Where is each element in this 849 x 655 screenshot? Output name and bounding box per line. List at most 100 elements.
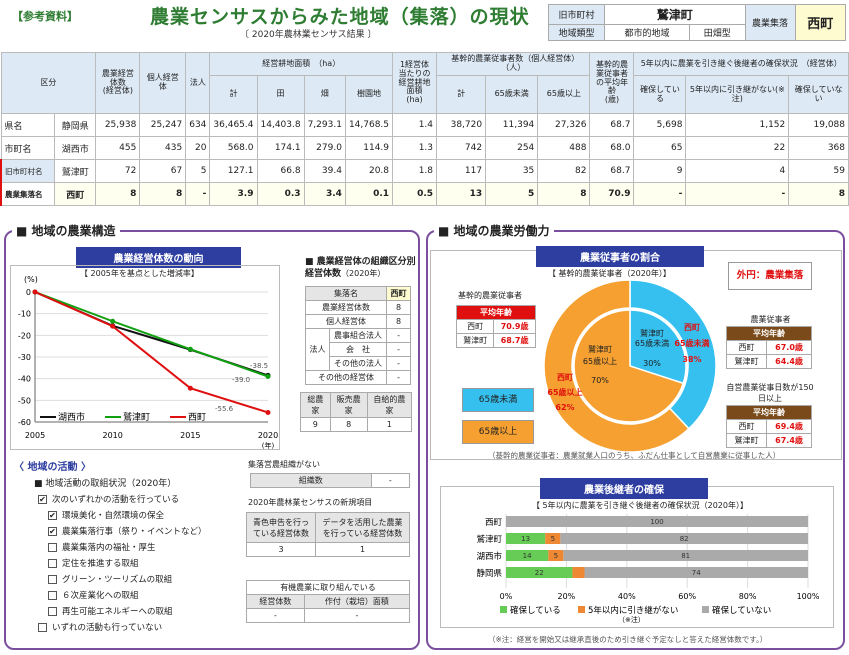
bar-value-label: 13 — [521, 535, 530, 543]
pie-label: 65歳以上 — [547, 387, 582, 397]
legend-label: 5年以内に引き継がない — [588, 605, 678, 616]
checkbox-icon[interactable]: ✔ — [48, 511, 57, 520]
x-unit-label: (年) — [262, 441, 275, 450]
ratio-note: （基幹的農業従事者：農業就業人口のうち、ふだん仕事として自営農業に従事した人） — [488, 451, 781, 460]
rt-title: 農業従事者 — [750, 315, 791, 324]
bar-value-label: 14 — [523, 552, 532, 560]
main-table-body: 県名 静岡県 25,938 25,247 634 36,465.4 14,403.8 7,29… — [0, 113, 849, 206]
pie-slice — [573, 309, 685, 423]
legend-swatch — [500, 606, 507, 613]
y-tick-label: -60 — [18, 418, 31, 427]
bar-segment — [545, 533, 561, 544]
data-label: -55.6 — [215, 405, 234, 413]
pie-label: 65歳以上 — [583, 356, 617, 366]
table-row: 農業集落名 西町 8 8-3.9 0.3 3.4 0.1 0.5 13 5 8 70.9- -8 — [0, 182, 849, 206]
rt2-title: 自営農業従事日数が150日以上 — [726, 383, 814, 403]
x-tick-label: 2015 — [180, 431, 200, 440]
x-tick-label: 2020 — [258, 431, 278, 440]
id-box: 旧市町村 鷲津町 農業集落 西町 地域類型 都市的地域 田畑型 — [548, 4, 847, 41]
legend-swatch — [702, 606, 709, 613]
y-unit-label: (%) — [24, 275, 38, 284]
y-tick-label: 0 — [26, 288, 31, 297]
x-tick-label: 80% — [739, 592, 757, 601]
pie-label: 65歳未満 — [674, 338, 709, 348]
org-table: 集落名 西町 農業経営体数 8 個人経営体 8 法人 農事組合法人 - 会 社 - その他の法人 - そ… — [304, 286, 411, 385]
series-line — [34, 291, 269, 378]
checkbox-icon[interactable] — [48, 543, 57, 552]
activity-checkbox[interactable]: 定住を推進する取組 — [48, 556, 207, 572]
bar-value-label: 5 — [554, 552, 558, 560]
legend-note: （※注） — [618, 615, 645, 624]
table-row: 県名 静岡県 25,938 25,247 634 36,465.4 14,403.8 7,29… — [0, 113, 849, 137]
trend-title: 農業経営体数の動向 — [76, 247, 241, 268]
bar-segment — [506, 567, 573, 578]
sales-table: 総農家 販売農家 自給的農家 9 8 1 — [300, 392, 413, 432]
activity-checkbox[interactable]: ✔ 環境美化・自然環境の保全 — [48, 511, 165, 521]
checkbox-icon[interactable] — [48, 607, 57, 616]
pie-label: 38% — [682, 355, 701, 364]
pie-label: 鷲津町 — [588, 344, 612, 354]
right-panel-title: ■ 地域の農業労働力 — [434, 222, 554, 239]
legend-label: 確保していない — [712, 605, 771, 616]
left-panel-title: ■ 地域の農業構造 — [12, 222, 120, 239]
bar-value-label: 22 — [535, 569, 544, 577]
x-tick-label: 40% — [618, 592, 636, 601]
legend-swatch — [578, 606, 585, 613]
checkbox-icon[interactable] — [48, 575, 57, 584]
activity-checkbox[interactable]: ✔ 農業集落行事（祭り・イベントなど） — [48, 527, 207, 537]
table-row: 旧市町村名 鷲津町 72 67 5 127.1 66.8 39.4 20.8 1.8 117 35 82… — [0, 159, 849, 183]
legend-label: 鷲津町 — [123, 411, 150, 423]
activity-checkbox[interactable]: いずれの活動も行っていない — [38, 620, 207, 636]
org-row: その他の法人 - — [306, 356, 411, 371]
activity-checkbox[interactable]: 再生可能エネルギーへの取組 — [48, 604, 207, 620]
pie-label: 70% — [591, 376, 609, 385]
activity-checkbox[interactable]: グリーン・ツーリズムの取組 — [48, 572, 207, 588]
checkbox-icon[interactable] — [48, 559, 57, 568]
legend-over65: 65歳以上 — [462, 420, 534, 444]
bar-segment — [584, 567, 808, 578]
pie-label: 62% — [555, 403, 574, 412]
bar-value-label: 5 — [551, 535, 555, 543]
org-row: その他の経営体 - — [304, 370, 411, 385]
table-row: 市町名 湖西市 455 435 20 568.0 174.1 279.0 114.9 1.3 742… — [0, 136, 849, 160]
bar-segment — [572, 567, 585, 578]
activity-checkbox[interactable]: 農業集落内の福祉・厚生 — [48, 540, 207, 556]
activity-checkbox[interactable]: ６次産業化への取組 — [48, 588, 207, 604]
data-point — [32, 289, 38, 295]
reference-tag: 【参考資料】 — [12, 10, 78, 23]
y-tick-label: -40 — [18, 375, 31, 384]
bar-chart: 0% 20% 40% 60% 80% 100% 西町 100 鷲津町 13 5 82 湖西市 14 5 81 静… — [476, 514, 820, 624]
bar-value-label: 81 — [681, 552, 690, 560]
checkbox-icon[interactable] — [48, 591, 57, 600]
org-row: 法人 農事組合法人 - — [305, 328, 411, 371]
activity-checkbox[interactable]: ✔ 次のいずれかの活動を行っている — [38, 495, 180, 505]
x-tick-label: 20% — [558, 592, 576, 601]
checkbox-icon[interactable] — [38, 623, 47, 632]
outer-circle-label: 外円：農業集落 — [728, 262, 812, 290]
org-row: 農業経営体数 8 — [304, 300, 411, 315]
legend-under65: 65歳未満 — [462, 388, 534, 412]
footnote: （※注：経営を開始又は継承直後のため引き継ぐ予定なしと答えた経営体数です。） — [488, 635, 768, 644]
x-tick-label: 100% — [797, 592, 820, 601]
bar-value-label: 74 — [692, 569, 701, 577]
data-label: -39.0 — [232, 376, 250, 384]
pie-label: 西町 — [557, 373, 573, 382]
left-panel — [4, 230, 420, 650]
rt2-table: 平均年齢 西町 69.4歳 鷲津町 67.4歳 — [725, 405, 812, 448]
data-point — [187, 346, 193, 352]
checkbox-icon[interactable]: ✔ — [38, 495, 47, 504]
activity-subtitle: ■ 地域活動の取組状況（2020年） — [34, 479, 177, 489]
data-label: -38.5 — [250, 362, 268, 370]
activity-title: 〈 地域の活動 〉 — [14, 462, 91, 473]
x-tick-label: 2010 — [102, 431, 122, 440]
ratio-subtitle: 【 基幹的農業従事者（2020年）】 — [548, 269, 671, 278]
y-category-label: 鷲津町 — [476, 534, 502, 545]
trend-subtitle: 【 2005年を基点とした増減率】 — [80, 269, 199, 278]
wk-title: 基幹的農業従事者 — [458, 291, 522, 300]
organic-table: 有機農業に取り組んでいる 経営体数 作付（栽培）面積 - - — [246, 580, 411, 623]
trend-chart-box — [10, 265, 280, 450]
checkbox-icon[interactable]: ✔ — [48, 527, 57, 536]
meet-title: 集落営農組織がない — [248, 460, 320, 469]
org-row: 個人経営体 8 — [304, 314, 411, 329]
succ-title: 農業後継者の確保 — [540, 478, 708, 499]
